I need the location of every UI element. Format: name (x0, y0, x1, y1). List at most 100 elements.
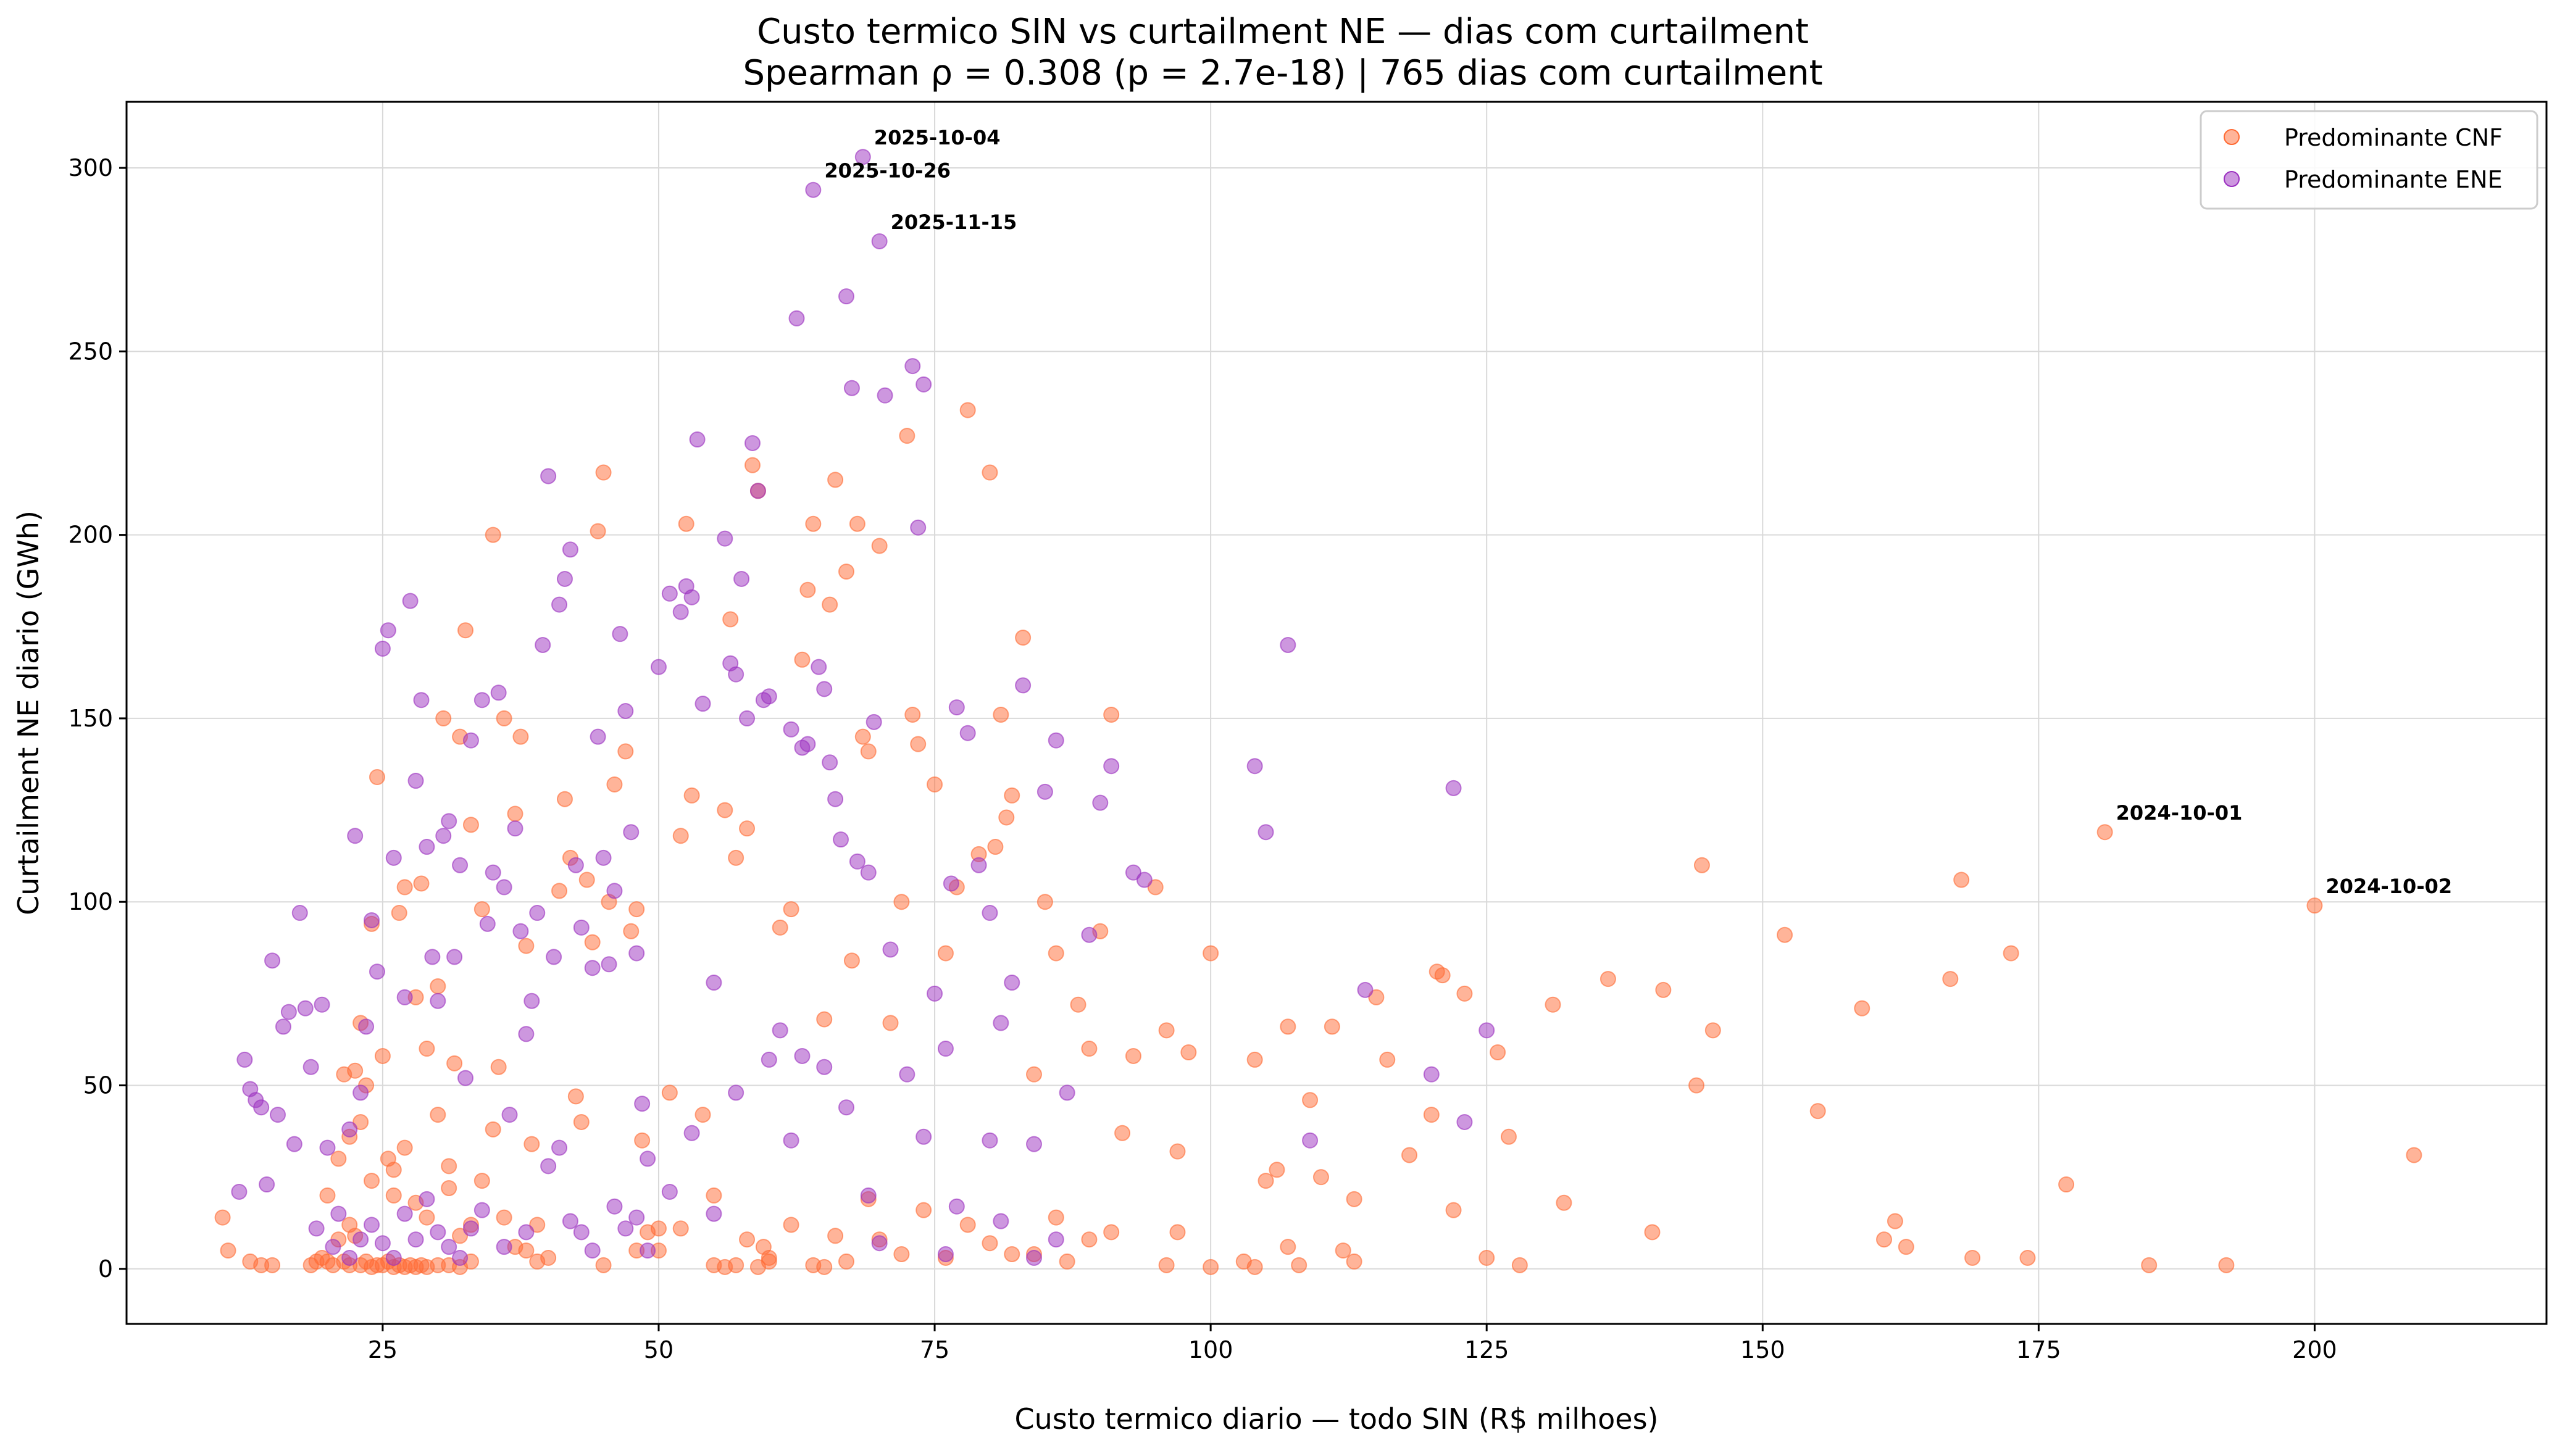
data-point (915, 1202, 932, 1218)
data-point (893, 1246, 910, 1263)
data-point (717, 802, 733, 818)
data-point (496, 1209, 512, 1226)
data-point (634, 1132, 651, 1149)
data-point (573, 1113, 590, 1130)
data-point (1081, 926, 1098, 943)
data-point (595, 464, 612, 481)
data-point (606, 883, 623, 899)
data-point (683, 787, 700, 804)
data-point (761, 688, 777, 705)
data-point (347, 1062, 364, 1079)
x-tick-label: 200 (2292, 1336, 2337, 1363)
data-point (1312, 1169, 1329, 1186)
data-point (1026, 1249, 1042, 1266)
data-point (270, 1107, 286, 1123)
data-point (1048, 1209, 1064, 1226)
data-point (1401, 1147, 1418, 1163)
data-point (512, 923, 529, 939)
data-point (214, 1209, 231, 1226)
data-point (761, 1051, 777, 1068)
data-point (882, 941, 899, 958)
data-point (915, 1128, 932, 1145)
data-point (374, 1047, 391, 1064)
data-point (540, 1249, 557, 1266)
data-point (341, 1121, 358, 1138)
data-point (1887, 1213, 1903, 1229)
data-point (1246, 1051, 1263, 1068)
data-point (672, 1220, 689, 1237)
data-point (927, 776, 943, 792)
data-point (385, 1162, 402, 1178)
data-point (1490, 1044, 1506, 1060)
data-point (948, 699, 965, 716)
data-point (1655, 981, 1672, 998)
data-point (683, 589, 700, 605)
data-point (628, 945, 645, 962)
data-point (628, 901, 645, 918)
data-point (904, 706, 921, 723)
series-ene (231, 149, 1495, 1266)
data-point (220, 1242, 236, 1259)
data-point (772, 919, 788, 936)
data-point (413, 692, 430, 709)
data-point (407, 773, 424, 789)
data-point (1445, 780, 1462, 796)
data-point (1004, 787, 1020, 804)
data-point (794, 1047, 811, 1064)
data-point (1479, 1249, 1495, 1266)
data-point (634, 1096, 651, 1112)
data-point (1169, 1143, 1186, 1160)
data-point (595, 849, 612, 866)
data-point (462, 817, 479, 833)
data-point (1953, 872, 1970, 888)
data-point (672, 828, 689, 844)
data-point (231, 1183, 248, 1200)
data-point (2218, 1257, 2235, 1273)
data-point (706, 1187, 722, 1204)
data-point (788, 310, 805, 327)
data-point (446, 949, 463, 965)
data-point (827, 791, 844, 807)
data-point (490, 684, 507, 701)
data-point (1246, 758, 1263, 775)
data-point (728, 1084, 744, 1101)
data-point (843, 952, 860, 969)
data-point (314, 996, 330, 1013)
data-point (805, 515, 822, 532)
data-point (1026, 1136, 1042, 1152)
data-point (473, 901, 490, 918)
data-point (799, 736, 816, 752)
data-point (1246, 1258, 1263, 1275)
data-point (1125, 1047, 1141, 1064)
data-point (518, 1224, 535, 1241)
data-point (849, 515, 865, 532)
data-point (1335, 1242, 1351, 1259)
data-point (374, 640, 391, 657)
data-point (364, 1173, 380, 1189)
data-point (496, 1239, 512, 1255)
data-point (1280, 1018, 1296, 1035)
data-point (1942, 971, 1959, 988)
data-point (286, 1136, 302, 1152)
data-point (518, 1026, 535, 1042)
legend-label-ene: Predominante ENE (2284, 166, 2503, 193)
data-point (739, 710, 756, 726)
data-point (364, 912, 380, 928)
data-point (1644, 1224, 1661, 1241)
x-tick-label: 150 (1740, 1336, 1785, 1363)
data-point (948, 1198, 965, 1215)
y-tick-label: 100 (68, 888, 113, 915)
data-point (341, 1217, 358, 1233)
data-point (419, 1041, 435, 1057)
data-point (496, 710, 512, 726)
data-point (1456, 1113, 1473, 1130)
data-point (540, 468, 557, 485)
data-point (694, 1107, 711, 1123)
data-point (374, 1235, 391, 1252)
data-point (1026, 1066, 1042, 1083)
data-point (1158, 1022, 1175, 1039)
data-point (1257, 824, 1274, 841)
data-point (1302, 1092, 1319, 1109)
point-annotation: 2025-10-26 (824, 159, 951, 183)
data-point (722, 611, 739, 628)
